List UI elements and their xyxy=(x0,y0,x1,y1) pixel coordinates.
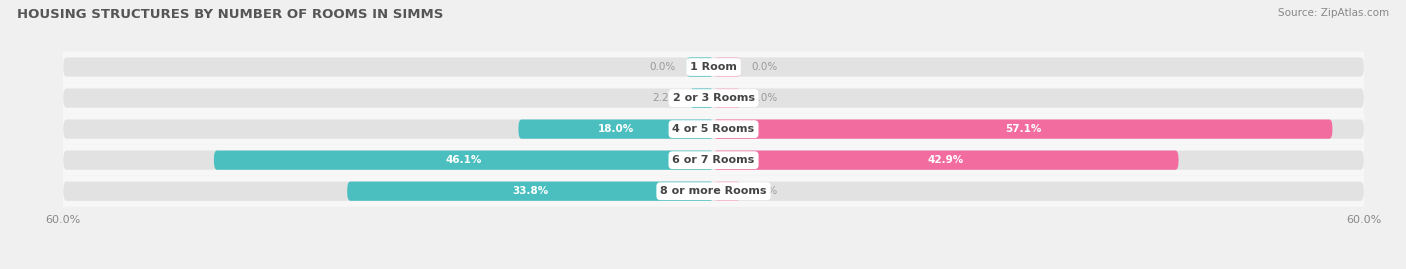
FancyBboxPatch shape xyxy=(58,83,1369,114)
Text: 42.9%: 42.9% xyxy=(928,155,965,165)
FancyBboxPatch shape xyxy=(63,151,1364,170)
Text: HOUSING STRUCTURES BY NUMBER OF ROOMS IN SIMMS: HOUSING STRUCTURES BY NUMBER OF ROOMS IN… xyxy=(17,8,443,21)
FancyBboxPatch shape xyxy=(690,89,713,108)
FancyBboxPatch shape xyxy=(713,57,741,77)
FancyBboxPatch shape xyxy=(63,119,1364,139)
Text: 57.1%: 57.1% xyxy=(1005,124,1042,134)
FancyBboxPatch shape xyxy=(713,182,741,201)
FancyBboxPatch shape xyxy=(58,176,1369,207)
FancyBboxPatch shape xyxy=(58,114,1369,145)
FancyBboxPatch shape xyxy=(519,119,713,139)
FancyBboxPatch shape xyxy=(713,119,1333,139)
Text: 18.0%: 18.0% xyxy=(598,124,634,134)
Text: 0.0%: 0.0% xyxy=(751,62,778,72)
FancyBboxPatch shape xyxy=(686,57,713,77)
Text: 1 Room: 1 Room xyxy=(690,62,737,72)
Text: 0.0%: 0.0% xyxy=(650,62,676,72)
Text: 2.2%: 2.2% xyxy=(652,93,679,103)
Text: 0.0%: 0.0% xyxy=(751,186,778,196)
FancyBboxPatch shape xyxy=(214,151,713,170)
Text: 4 or 5 Rooms: 4 or 5 Rooms xyxy=(672,124,755,134)
Text: 6 or 7 Rooms: 6 or 7 Rooms xyxy=(672,155,755,165)
FancyBboxPatch shape xyxy=(713,151,1178,170)
Text: 8 or more Rooms: 8 or more Rooms xyxy=(661,186,766,196)
Legend: Owner-occupied, Renter-occupied: Owner-occupied, Renter-occupied xyxy=(588,266,839,269)
Text: 0.0%: 0.0% xyxy=(751,93,778,103)
FancyBboxPatch shape xyxy=(63,57,1364,77)
FancyBboxPatch shape xyxy=(347,182,713,201)
FancyBboxPatch shape xyxy=(63,182,1364,201)
Text: 46.1%: 46.1% xyxy=(446,155,482,165)
Text: Source: ZipAtlas.com: Source: ZipAtlas.com xyxy=(1278,8,1389,18)
Text: 33.8%: 33.8% xyxy=(512,186,548,196)
FancyBboxPatch shape xyxy=(58,52,1369,83)
FancyBboxPatch shape xyxy=(58,145,1369,176)
FancyBboxPatch shape xyxy=(713,89,741,108)
FancyBboxPatch shape xyxy=(63,89,1364,108)
Text: 2 or 3 Rooms: 2 or 3 Rooms xyxy=(672,93,755,103)
